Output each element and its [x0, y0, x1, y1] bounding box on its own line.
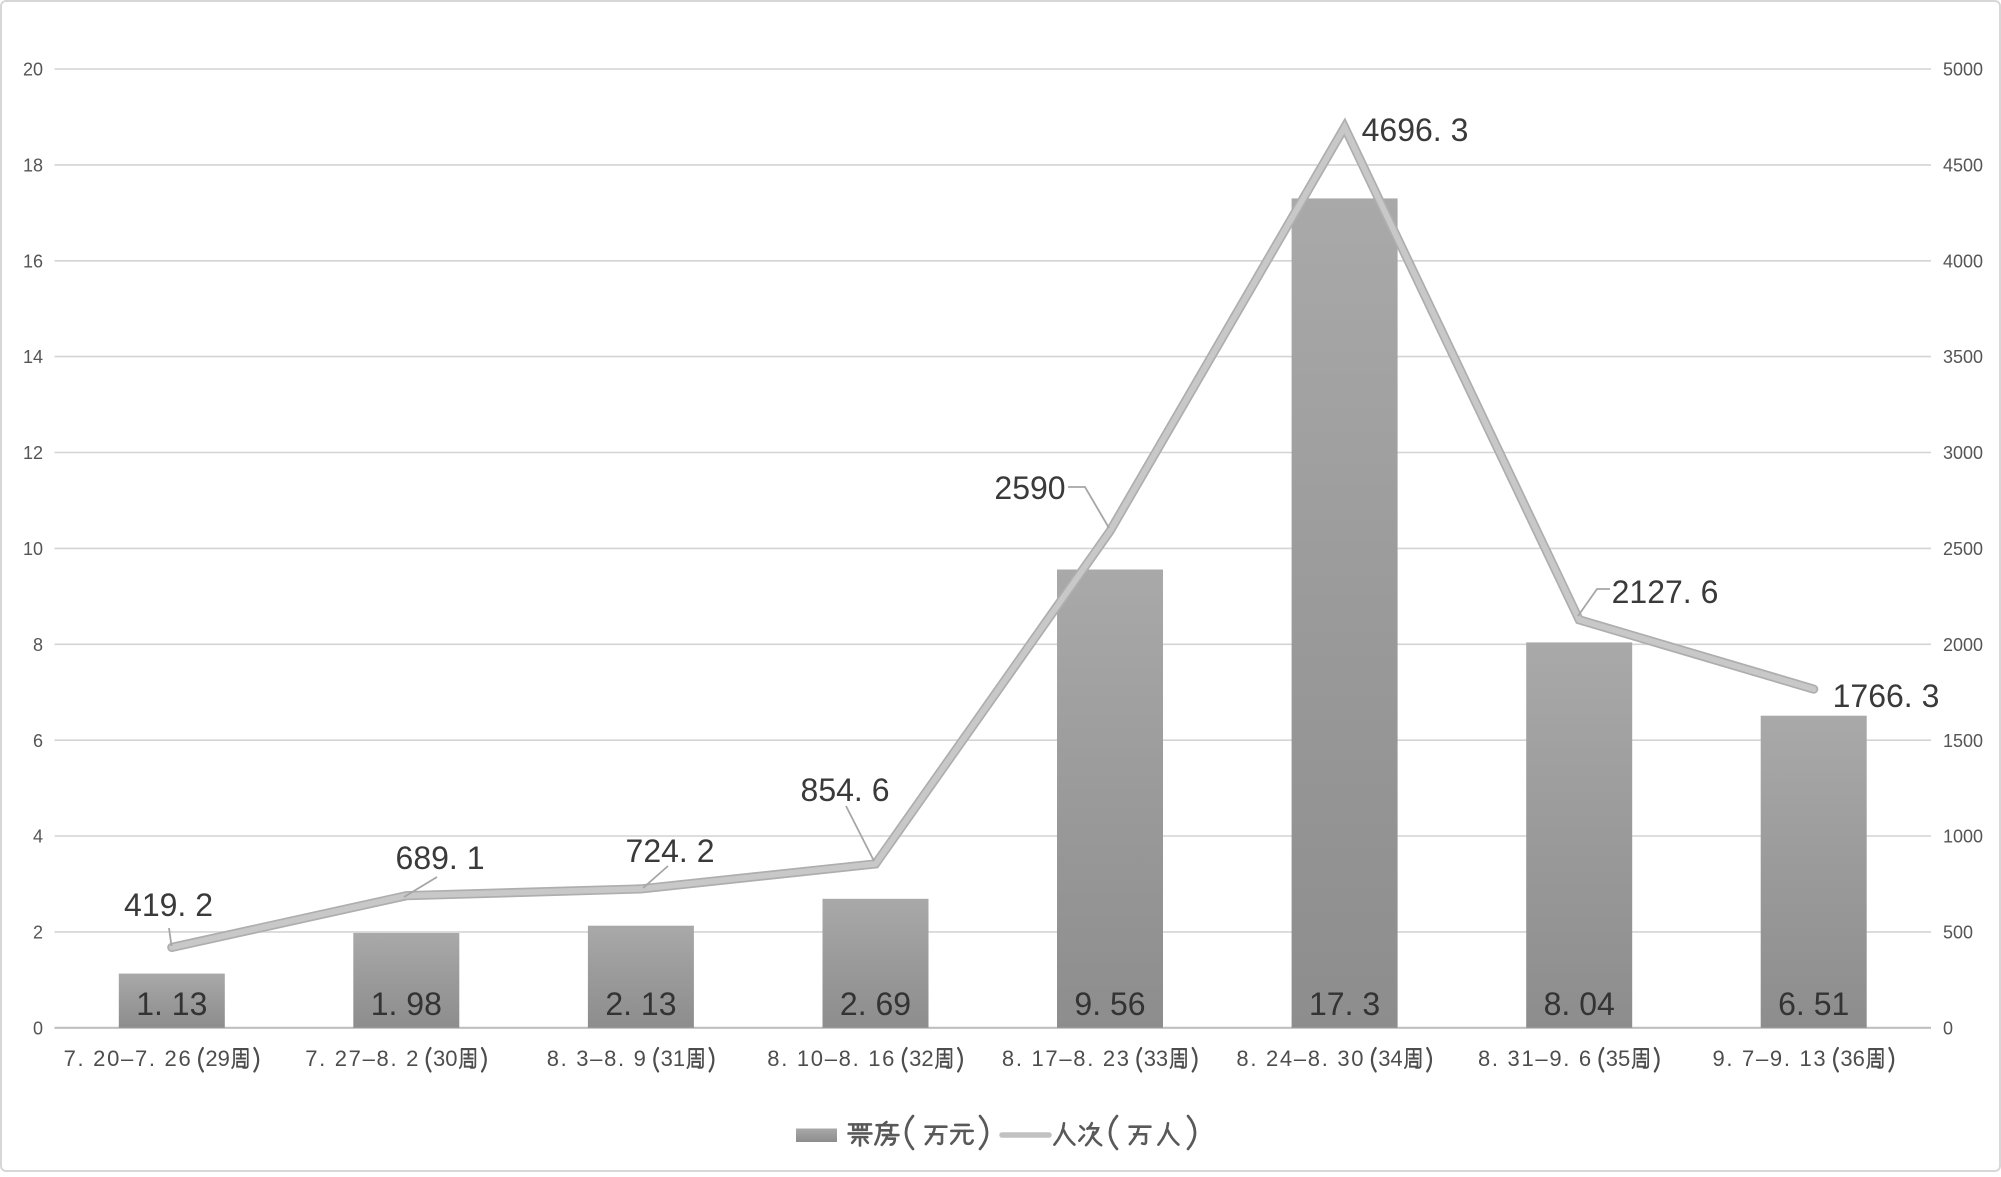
svg-text:5000: 5000 — [1943, 60, 1983, 80]
svg-text:1766. 3: 1766. 3 — [1833, 678, 1940, 714]
svg-text:9. 7–9. 13: 9. 7–9. 13 — [1713, 1046, 1828, 1071]
svg-text:7. 27–8. 2: 7. 27–8. 2 — [305, 1046, 420, 1071]
svg-text:2. 69: 2. 69 — [840, 986, 911, 1022]
svg-text:2000: 2000 — [1943, 635, 1983, 655]
svg-text:1500: 1500 — [1943, 731, 1983, 751]
svg-text:2127. 6: 2127. 6 — [1612, 574, 1719, 610]
svg-text:8. 04: 8. 04 — [1544, 986, 1615, 1022]
svg-text:32: 32 — [909, 1046, 933, 1071]
svg-text:12: 12 — [23, 443, 43, 463]
svg-text:18: 18 — [23, 156, 43, 176]
svg-text:8: 8 — [33, 635, 43, 655]
svg-text:2590: 2590 — [994, 470, 1065, 506]
svg-text:29: 29 — [205, 1046, 229, 1071]
svg-text:854. 6: 854. 6 — [801, 772, 890, 808]
svg-text:4500: 4500 — [1943, 156, 1983, 176]
svg-text:30: 30 — [433, 1046, 457, 1071]
svg-text:4696. 3: 4696. 3 — [1362, 112, 1469, 148]
svg-text:1000: 1000 — [1943, 827, 1983, 847]
svg-text:35: 35 — [1606, 1046, 1630, 1071]
svg-text:3000: 3000 — [1943, 443, 1983, 463]
svg-text:14: 14 — [23, 347, 43, 367]
svg-text:36: 36 — [1840, 1046, 1864, 1071]
svg-text:3500: 3500 — [1943, 347, 1983, 367]
svg-text:8. 31–9. 6: 8. 31–9. 6 — [1478, 1046, 1593, 1071]
svg-text:9. 56: 9. 56 — [1074, 986, 1145, 1022]
svg-text:4000: 4000 — [1943, 251, 1983, 271]
svg-text:1. 98: 1. 98 — [371, 986, 442, 1022]
svg-text:6: 6 — [33, 731, 43, 751]
svg-text:419. 2: 419. 2 — [124, 887, 213, 923]
svg-text:16: 16 — [23, 251, 43, 271]
svg-text:20: 20 — [23, 60, 43, 80]
svg-text:689. 1: 689. 1 — [396, 840, 485, 876]
svg-text:1. 13: 1. 13 — [136, 986, 207, 1022]
svg-text:31: 31 — [661, 1046, 685, 1071]
svg-text:2. 13: 2. 13 — [605, 986, 676, 1022]
svg-text:7. 20–7. 26: 7. 20–7. 26 — [64, 1046, 193, 1071]
svg-text:6. 51: 6. 51 — [1778, 986, 1849, 1022]
svg-text:2500: 2500 — [1943, 539, 1983, 559]
svg-text:0: 0 — [33, 1018, 43, 1038]
svg-text:2: 2 — [33, 923, 43, 943]
svg-text:0: 0 — [1943, 1018, 1953, 1038]
svg-text:34: 34 — [1378, 1046, 1402, 1071]
svg-text:8. 24–8. 30: 8. 24–8. 30 — [1236, 1046, 1365, 1071]
svg-text:4: 4 — [33, 827, 43, 847]
svg-text:8. 3–8. 9: 8. 3–8. 9 — [547, 1046, 648, 1071]
svg-text:500: 500 — [1943, 923, 1973, 943]
svg-text:17. 3: 17. 3 — [1309, 986, 1380, 1022]
svg-text:33: 33 — [1144, 1046, 1168, 1071]
svg-text:8. 10–8. 16: 8. 10–8. 16 — [767, 1046, 896, 1071]
svg-text:724. 2: 724. 2 — [626, 833, 715, 869]
svg-text:10: 10 — [23, 539, 43, 559]
svg-text:8. 17–8. 23: 8. 17–8. 23 — [1002, 1046, 1131, 1071]
